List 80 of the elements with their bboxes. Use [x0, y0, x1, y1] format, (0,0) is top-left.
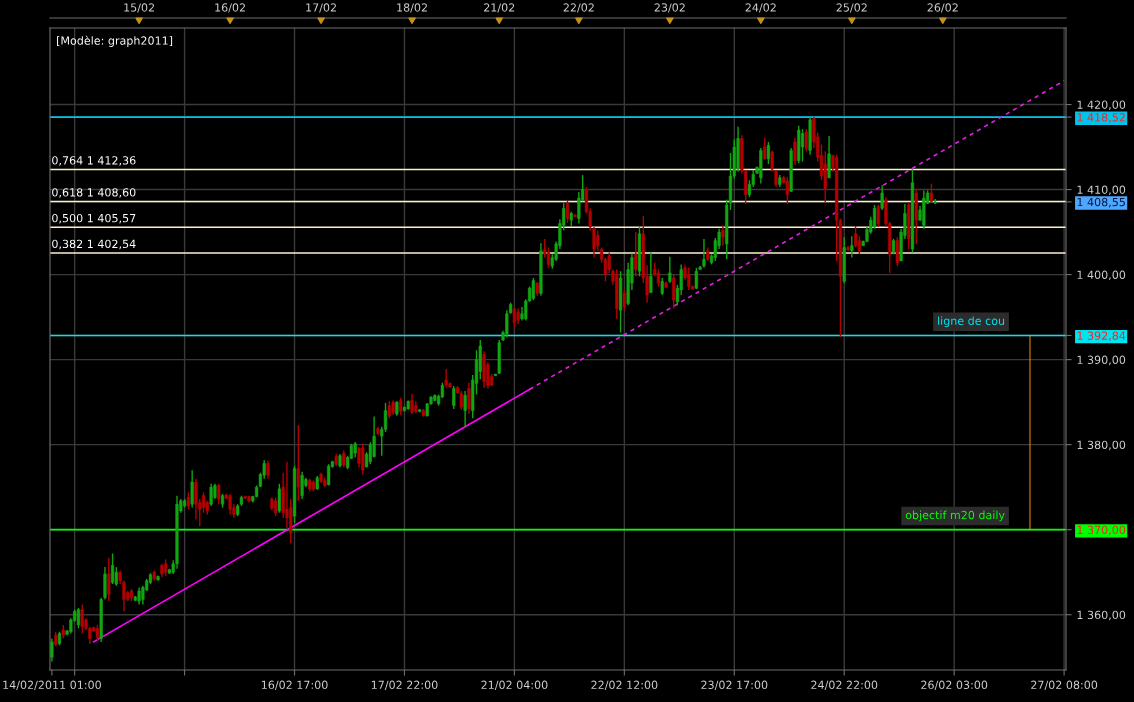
x-tick-label: 26/02 03:00 [921, 680, 988, 690]
category-label: 21/02 [484, 3, 515, 13]
y-tick-label: 1 360,00 [1077, 610, 1126, 621]
ref-line-label: objectif m20 daily [905, 510, 1005, 522]
candlestick [277, 483, 281, 514]
category-label: 22/02 [563, 3, 594, 13]
candlestick [793, 136, 797, 166]
candlestick [444, 368, 448, 389]
candlestick [467, 381, 471, 415]
candlestick [357, 446, 361, 469]
candlestick [190, 469, 194, 509]
candlestick [463, 390, 467, 428]
candlestick [649, 251, 653, 294]
candlestick [702, 238, 706, 269]
candlestick [804, 128, 808, 152]
candlestick [895, 236, 899, 267]
candlestick [80, 603, 84, 635]
y-tick-label: 1 418,52 [1077, 113, 1125, 123]
candlestick [217, 483, 221, 505]
candlestick [766, 141, 771, 165]
category-label: 26/02 [927, 3, 958, 13]
candlestick [103, 566, 107, 601]
candlestick [296, 424, 300, 502]
ref-line-label: 0,618 1 408,60 [52, 188, 136, 198]
candlestick [201, 491, 206, 514]
candlestick [721, 224, 725, 247]
candlestick [634, 231, 638, 277]
x-tick-label: 22/02 12:00 [591, 680, 658, 690]
y-tick-label: 1 392,84 [1077, 331, 1126, 341]
candlestick [50, 637, 54, 663]
candlestick [668, 256, 672, 284]
candlestick [76, 607, 81, 630]
category-label: 17/02 [306, 3, 336, 13]
candlestick [827, 135, 831, 180]
y-tick-label: 1 408,55 [1077, 197, 1125, 208]
candlestick [361, 443, 365, 476]
y-tick-label: 1 380,00 [1077, 440, 1126, 451]
candlestick [876, 204, 880, 228]
candlestick [209, 483, 213, 507]
candlestick [300, 471, 304, 500]
candlestick [800, 128, 805, 163]
category-label: 25/02 [836, 3, 867, 13]
category-label: 23/02 [654, 3, 685, 13]
ref-line-label: ligne de cou [938, 316, 1005, 328]
candlestick [452, 385, 456, 410]
candlestick [531, 277, 535, 301]
category-label: 24/02 [745, 3, 776, 13]
x-tick-label: 23/02 17:00 [701, 680, 768, 690]
x-tick-label: 21/02 04:00 [481, 680, 548, 690]
candlestick [763, 136, 767, 161]
candlestick [850, 235, 854, 259]
candlestick [872, 204, 877, 230]
candlestick [687, 267, 691, 291]
candlestick [565, 199, 570, 224]
category-label: 16/02 [215, 3, 245, 13]
x-tick-label: 14/02/2011 01:00 [3, 680, 101, 690]
ref-line-label: 0,764 1 412,36 [52, 156, 136, 166]
ref-line-label: 0,500 1 405,57 [52, 213, 136, 224]
annotation: [Modèle: graph2011] [57, 35, 173, 47]
candlestick [672, 273, 676, 310]
category-label: 15/02 [124, 3, 154, 13]
candlestick [110, 552, 115, 585]
y-tick-label: 1 390,00 [1077, 355, 1126, 366]
y-tick-label: 1 370,00 [1077, 525, 1126, 536]
candlestick [880, 184, 884, 211]
candlestick [459, 390, 463, 411]
category-label: 18/02 [397, 3, 427, 13]
x-tick-label: 16/02 17:00 [261, 680, 328, 690]
x-tick-label: 27/02 08:00 [1031, 680, 1098, 690]
y-tick-label: 1 400,00 [1077, 270, 1126, 281]
x-tick-label: 24/02 22:00 [811, 680, 878, 690]
ref-line-label: 0,382 1 402,54 [52, 239, 136, 250]
x-tick-label: 17/02 22:00 [371, 680, 438, 690]
y-tick-label: 1 410,00 [1077, 185, 1126, 196]
candlestick [622, 289, 626, 312]
candlestick [785, 176, 789, 205]
candlestick [228, 493, 232, 516]
candlestick [107, 557, 111, 602]
candlestick [410, 392, 414, 415]
y-tick-label: 1 420,00 [1077, 100, 1126, 111]
